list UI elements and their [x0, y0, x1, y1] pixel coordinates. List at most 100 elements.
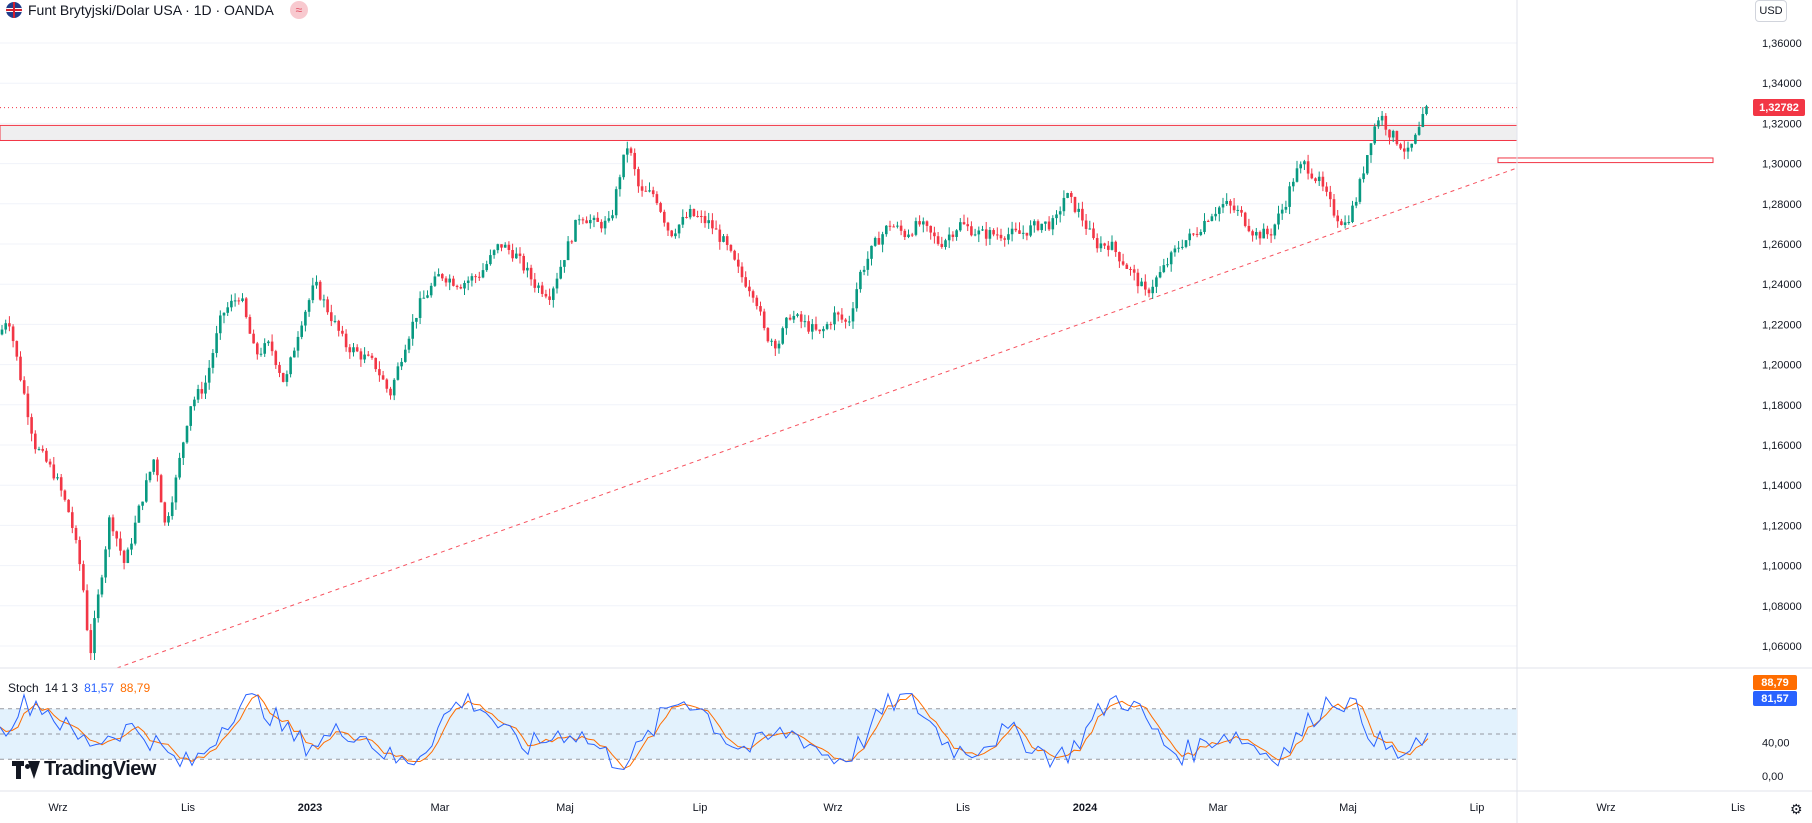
candle-body [219, 315, 222, 334]
time-axis[interactable]: Wrz Lis 2023 Mar Maj Lip Wrz Lis 2024 Mar Maj Lip Wr… [0, 790, 1812, 814]
candle-body [1225, 200, 1228, 205]
candle-body [474, 276, 477, 278]
candle-body [400, 361, 403, 367]
candle-body [19, 356, 22, 381]
candle-body [755, 297, 759, 307]
candle-body [1155, 277, 1158, 287]
candle-body [866, 258, 870, 270]
currency-button[interactable]: USD [1755, 0, 1787, 22]
candle-body [1125, 264, 1129, 269]
candle-body [4, 323, 7, 330]
candle-body [877, 238, 881, 245]
candle-body [222, 312, 226, 316]
candle-body [907, 234, 910, 238]
candle-body [8, 323, 11, 327]
candle-body [452, 278, 455, 286]
candle-body [492, 250, 496, 256]
candle-body [163, 502, 167, 523]
candle-body [733, 250, 736, 260]
tradingview-logo[interactable]: TradingView [12, 758, 156, 781]
candle-body [811, 324, 814, 332]
candle-body [326, 299, 329, 313]
candle-body [1273, 224, 1277, 236]
candle-body [851, 308, 855, 322]
candle-body [1414, 134, 1417, 144]
candle-body [611, 215, 614, 219]
candle-body [540, 285, 544, 294]
price-tick-label: 1,34000 [1762, 78, 1802, 90]
uk-flag-icon [6, 2, 22, 18]
price-axis[interactable]: 1,36000 1,34000 1,32000 1,30000 1,28000 1,260… [1516, 0, 1802, 823]
candle-body [1284, 206, 1288, 210]
candle-body [925, 221, 929, 226]
candle-body [644, 190, 648, 192]
candle-body [951, 234, 955, 237]
stoch-params: 14 1 3 [44, 681, 79, 695]
candle-body [959, 222, 962, 231]
candle-body [156, 459, 159, 476]
candle-body [1243, 212, 1247, 226]
candle-body [751, 291, 755, 298]
candle-body [947, 234, 951, 241]
candle-body [211, 353, 215, 368]
candle-body [744, 277, 747, 287]
time-tick-label: Lis [956, 802, 971, 814]
candle-body [918, 221, 921, 225]
candle-body [966, 224, 969, 227]
candle-body [1295, 168, 1299, 182]
candle-body [888, 225, 892, 227]
candle-body [200, 389, 204, 394]
time-tick-label: Lis [181, 802, 196, 814]
candle-body [418, 298, 422, 318]
time-tick-label: Wrz [48, 802, 67, 814]
candle-body [341, 330, 344, 334]
candle-body [37, 448, 41, 450]
stoch-legend[interactable]: Stoch 14 1 3 81,57 88,79 [8, 681, 150, 695]
candle-body [977, 230, 981, 235]
candle-body [1384, 115, 1388, 130]
candle-body [1110, 241, 1114, 250]
candle-body [896, 225, 899, 227]
candle-body [655, 194, 659, 204]
time-tick-label: 2024 [1073, 802, 1098, 814]
candle-body [507, 244, 511, 250]
candle-body [256, 343, 259, 355]
candle-body [1388, 129, 1391, 138]
trendline [116, 167, 1518, 669]
candle-body [1292, 181, 1295, 187]
candle-body [437, 274, 440, 277]
candle-body [1158, 272, 1162, 278]
candle-body [485, 264, 488, 271]
candle-body [352, 347, 355, 353]
candle-body [174, 477, 178, 503]
candle-body [378, 369, 381, 376]
candle-body [96, 594, 100, 619]
candle-body [677, 224, 681, 234]
candle-body [1314, 178, 1317, 182]
candle-body [170, 502, 174, 517]
candle-body [1240, 209, 1243, 213]
candle-body [370, 355, 374, 358]
candle-body [26, 393, 30, 418]
symbol-title[interactable]: Funt Brytyjski/Dolar USA · 1D · OANDA [28, 2, 274, 18]
candle-body [433, 276, 437, 286]
candle-body [463, 282, 466, 289]
candle-body [1014, 228, 1018, 231]
candle-body [496, 244, 500, 251]
gear-icon[interactable]: ⚙ [1790, 801, 1803, 817]
candle-body [193, 399, 196, 407]
candle-body [688, 209, 692, 218]
candle-body [182, 442, 185, 458]
candle-body [1195, 233, 1199, 235]
candle-body [389, 388, 392, 396]
candle-body [929, 225, 932, 233]
candle-body [59, 477, 63, 491]
candle-body [374, 357, 377, 370]
candle-body [1380, 115, 1384, 121]
candle-body [100, 577, 104, 595]
time-tick-label: Maj [1339, 802, 1357, 814]
candle-body [392, 379, 396, 396]
price-tick-label: 1,32000 [1762, 118, 1802, 130]
wave-icon[interactable]: ≈ [289, 1, 308, 19]
